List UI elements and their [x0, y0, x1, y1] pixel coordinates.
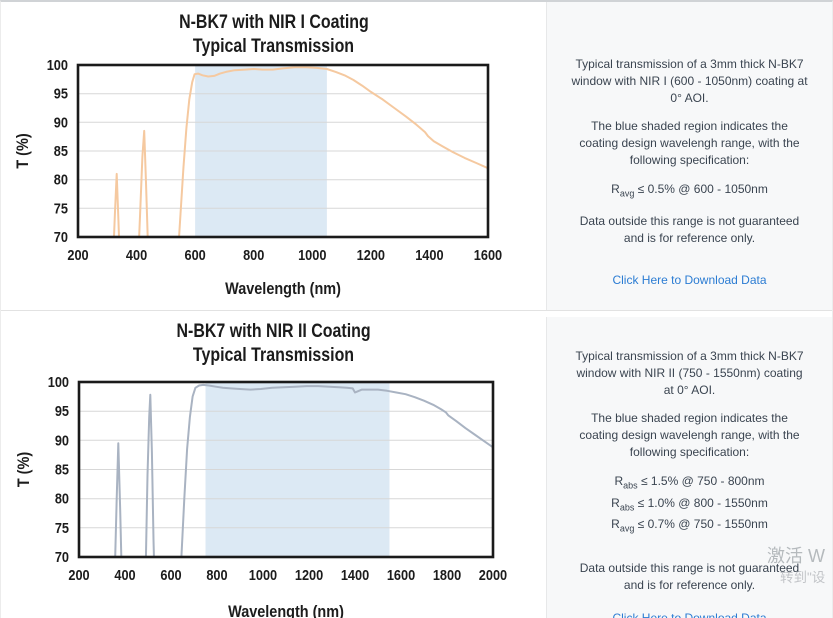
nir1-transmission-chart: 70 75 80 85 90 95 100 200 400 600 800 1000 1200 1400 1… [1, 56, 546, 307]
svg-text:1000: 1000 [298, 246, 327, 263]
svg-text:400: 400 [114, 566, 135, 583]
nir1-section: N-BK7 with NIR I Coating Typical Transmi… [1, 2, 832, 310]
nir2-reference-note: Data outside this range is not guarantee… [579, 561, 800, 593]
nir1-chart-panel: N-BK7 with NIR I Coating Typical Transmi… [1, 2, 546, 310]
nir2-transmission-chart: 70 75 80 85 90 95 100 200 400 600 800 1000 1200 1400 1… [1, 367, 546, 618]
nir1-chart-title: N-BK7 with NIR I Coating Typical Transmi… [1, 2, 546, 58]
nir2-description: Typical transmission of a 3mm thick N-BK… [575, 349, 804, 398]
svg-text:70: 70 [55, 548, 69, 565]
chart-title-line2: Typical Transmission [192, 345, 355, 366]
svg-text:200: 200 [67, 246, 88, 263]
nir1-download-data-link[interactable]: Click Here to Download Data [612, 272, 767, 287]
section-divider [1, 310, 832, 311]
svg-text:600: 600 [185, 246, 206, 263]
svg-text:1000: 1000 [249, 566, 278, 583]
nir2-section: N-BK7 with NIR II Coating Typical Transm… [1, 311, 832, 618]
svg-text:200: 200 [68, 566, 89, 583]
svg-text:Wavelength (nm): Wavelength (nm) [228, 603, 344, 618]
svg-text:1600: 1600 [474, 246, 503, 263]
svg-text:100: 100 [47, 58, 68, 73]
svg-text:85: 85 [55, 460, 69, 477]
chart-title-line2: Typical Transmission [192, 36, 355, 57]
svg-text:1600: 1600 [387, 566, 416, 583]
svg-text:800: 800 [243, 246, 264, 263]
svg-text:1200: 1200 [295, 566, 324, 583]
svg-text:85: 85 [54, 142, 68, 159]
spec-line: Ravg ≤ 0.7% @ 750 - 1550nm [611, 516, 768, 534]
svg-text:2000: 2000 [479, 566, 508, 583]
svg-text:90: 90 [55, 431, 69, 448]
nir1-info-panel: Typical transmission of a 3mm thick N-BK… [546, 2, 832, 310]
chart-title-line1: N-BK7 with NIR II Coating [176, 321, 371, 342]
svg-text:Wavelength (nm): Wavelength (nm) [225, 280, 341, 298]
svg-text:600: 600 [160, 566, 181, 583]
chart-svg: 70 75 80 85 90 95 100 200 400 600 800 1000 1200 1400 1… [15, 373, 508, 618]
nir2-shaded-region-note: The blue shaded region indicates the coa… [579, 411, 800, 460]
nir2-spec-list: Rabs ≤ 1.5% @ 750 - 800nm Rabs ≤ 1.0% @ 8… [571, 472, 808, 536]
svg-text:70: 70 [54, 228, 68, 245]
svg-text:1200: 1200 [357, 246, 386, 263]
chart-title-line1: N-BK7 with NIR I Coating [178, 12, 369, 33]
svg-text:75: 75 [55, 519, 69, 536]
svg-text:T (%): T (%) [15, 452, 33, 487]
nir1-spec-list: Ravg ≤ 0.5% @ 600 - 1050nm [571, 180, 808, 201]
spec-line: Rabs ≤ 1.0% @ 800 - 1550nm [611, 495, 768, 512]
svg-text:90: 90 [54, 113, 68, 130]
svg-text:800: 800 [206, 566, 227, 583]
svg-text:1400: 1400 [415, 246, 444, 263]
nir2-chart-title: N-BK7 with NIR II Coating Typical Transm… [1, 311, 546, 367]
svg-text:75: 75 [54, 199, 68, 216]
svg-text:95: 95 [54, 85, 68, 102]
nir1-shaded-region-note: The blue shaded region indicates the coa… [579, 119, 800, 168]
svg-text:100: 100 [48, 373, 69, 390]
svg-text:1400: 1400 [341, 566, 370, 583]
svg-text:95: 95 [55, 402, 69, 419]
nir2-download-data-link[interactable]: Click Here to Download Data [612, 610, 766, 618]
nir2-chart-panel: N-BK7 with NIR II Coating Typical Transm… [1, 311, 546, 618]
spec-line: Rabs ≤ 1.5% @ 750 - 800nm [614, 474, 765, 491]
chart-svg: 70 75 80 85 90 95 100 200 400 600 800 1000 1200 1400 1… [14, 56, 503, 298]
spec-line: Ravg ≤ 0.5% @ 600 - 1050nm [611, 182, 768, 199]
svg-text:1800: 1800 [433, 566, 462, 583]
nir1-description: Typical transmission of a 3mm thick N-BK… [571, 57, 808, 106]
svg-text:400: 400 [126, 246, 147, 263]
svg-text:T (%): T (%) [14, 133, 32, 168]
svg-text:80: 80 [55, 490, 69, 507]
nir1-reference-note: Data outside this range is not guarantee… [579, 213, 800, 245]
svg-text:80: 80 [54, 171, 68, 188]
nir2-info-panel: Typical transmission of a 3mm thick N-BK… [546, 317, 832, 618]
